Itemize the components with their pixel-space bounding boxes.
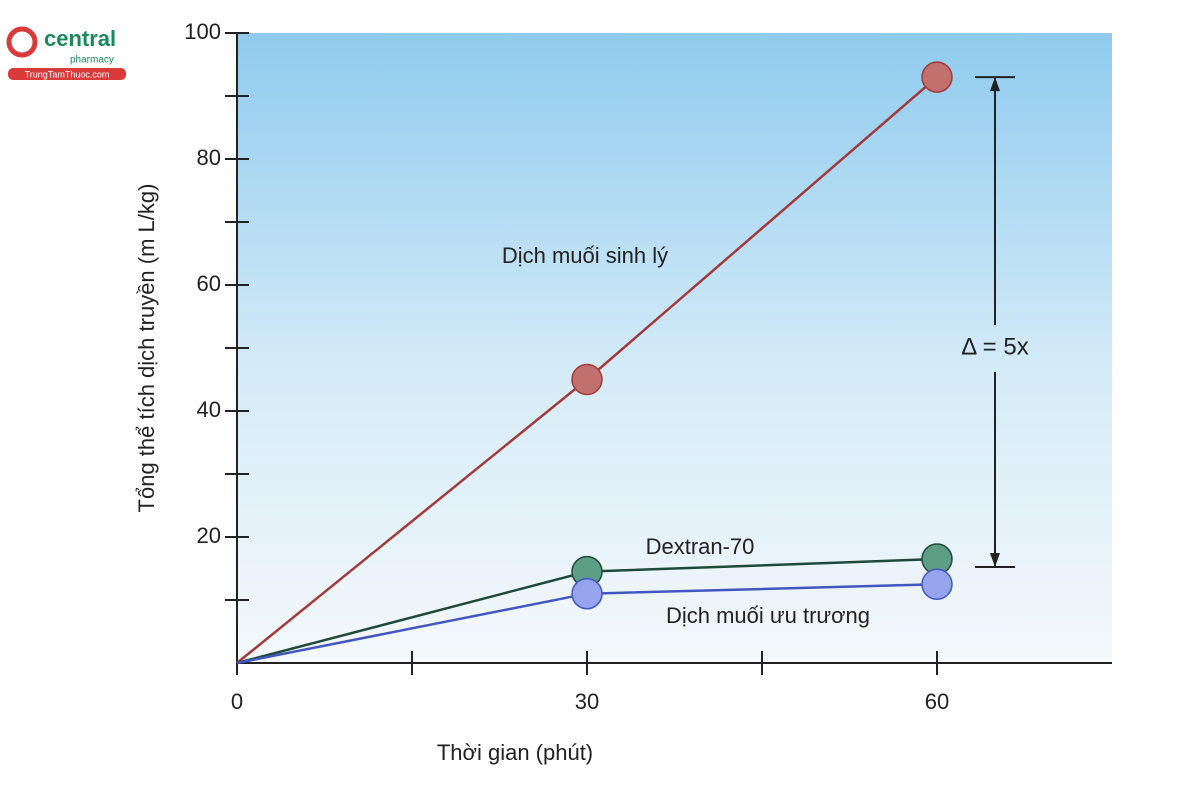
x-tick-label: 60	[925, 689, 949, 714]
arrow-head	[990, 553, 1000, 568]
arrow-head	[990, 77, 1000, 92]
point	[571, 363, 603, 396]
y-axis-label: Tổng thể tích dịch truyền (m L/kg)	[134, 184, 159, 513]
y-tick-label: 80	[197, 145, 221, 170]
x-axis-label: Thời gian (phút)	[437, 740, 593, 765]
annotation: Δ = 5x	[961, 333, 1028, 360]
plot-area	[237, 33, 1112, 663]
logo-icon	[6, 26, 38, 58]
y-tick-label: 100	[184, 19, 221, 44]
logo-sub: pharmacy	[70, 55, 114, 66]
point	[571, 577, 603, 610]
y-tick-label: 40	[197, 397, 221, 422]
logo-site: TrungTamThuoc.com	[25, 69, 110, 79]
logo: central pharmacy TrungTamThuoc.com	[6, 26, 126, 80]
logo-bar	[8, 68, 126, 80]
x-tick-label: 30	[575, 689, 599, 714]
series-label: Dịch muối sinh lý	[502, 243, 668, 268]
series-label: Dịch muối ưu trương	[666, 603, 870, 628]
point	[921, 61, 953, 93]
series-label: Dextran-70	[646, 534, 755, 559]
y-tick-label: 20	[197, 523, 221, 548]
y-tick-label: 60	[197, 271, 221, 296]
x-tick-label: 0	[231, 689, 243, 714]
point	[921, 568, 953, 600]
logo-name: central	[44, 26, 116, 51]
